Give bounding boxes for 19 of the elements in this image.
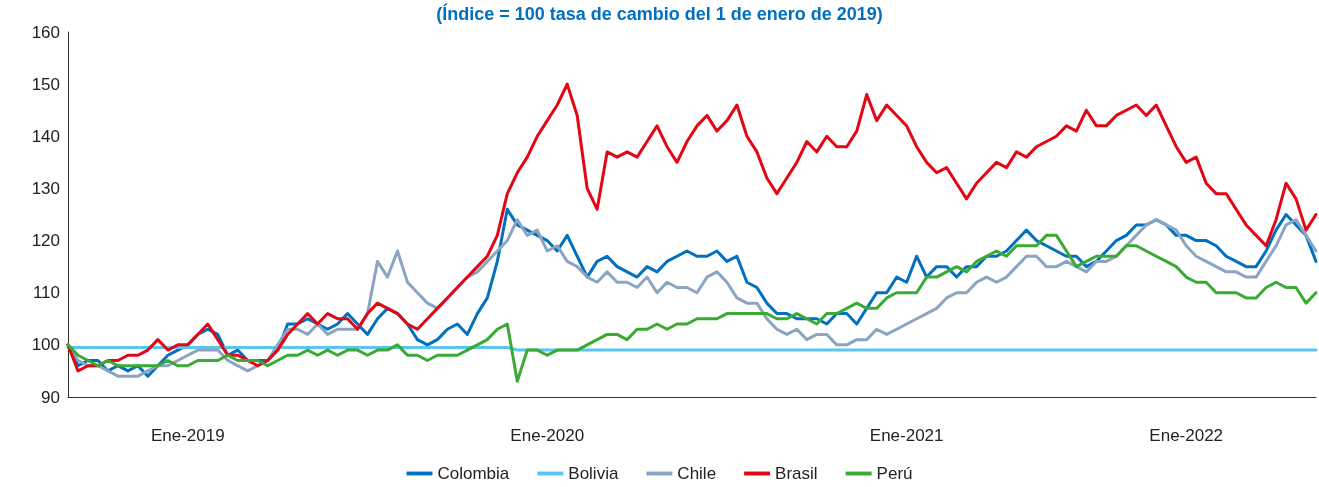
y-tick-label: 140 — [31, 126, 60, 146]
y-tick-label: 150 — [31, 74, 60, 94]
x-tick-label: Ene-2019 — [150, 426, 225, 445]
x-tick-label: Ene-2022 — [1149, 426, 1224, 445]
chart-title: (Índice = 100 tasa de cambio del 1 de enero de 2019) — [436, 3, 883, 24]
y-tick-label: 100 — [31, 335, 60, 355]
legend-label: Chile — [677, 464, 717, 483]
y-tick-label: 160 — [31, 22, 60, 42]
legend-label: Perú — [876, 464, 913, 483]
y-tick-label: 110 — [32, 283, 60, 303]
y-tick-label: 90 — [41, 387, 60, 407]
legend-label: Bolivia — [568, 464, 619, 483]
x-tick-label: Ene-2021 — [869, 426, 944, 445]
x-tick-label: Ene-2020 — [510, 426, 585, 445]
line-series — [66, 82, 1318, 373]
legend-label: Brasil — [775, 464, 818, 483]
y-tick-label: 130 — [31, 178, 60, 198]
legend-label: Colombia — [437, 464, 510, 483]
y-tick-label: 120 — [31, 231, 60, 251]
